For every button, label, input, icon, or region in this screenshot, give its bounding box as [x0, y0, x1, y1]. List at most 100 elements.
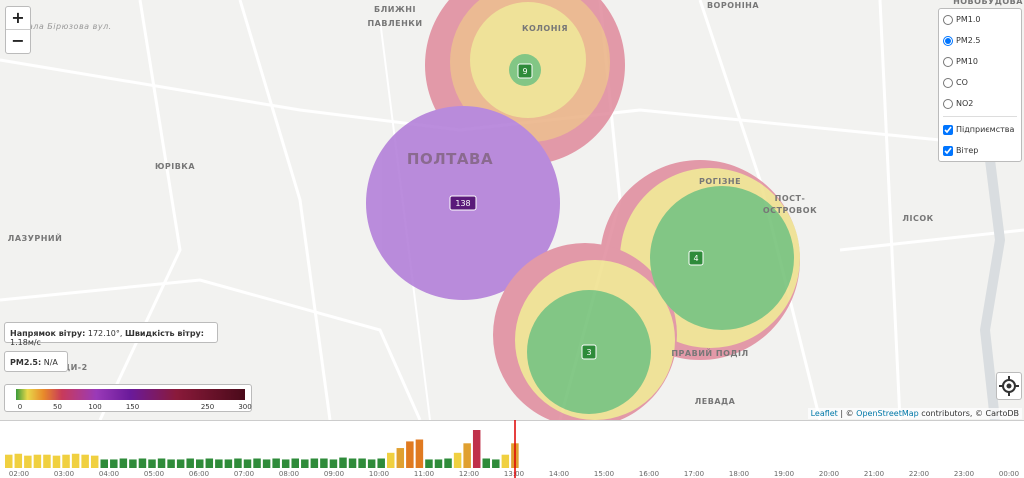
timeline-bar[interactable] [472, 430, 481, 468]
timeline-bar[interactable] [5, 454, 13, 468]
timeline-bar[interactable] [482, 458, 491, 469]
timeline-bar[interactable] [377, 458, 385, 469]
pollutant-option-text: PM2.5 [956, 36, 981, 45]
station-marker[interactable] [449, 195, 477, 211]
timeline-bar[interactable] [90, 455, 99, 468]
pollutant-option-input[interactable] [943, 56, 953, 67]
station-value: 4 [693, 254, 698, 263]
timeline-bar[interactable] [415, 439, 424, 469]
timeline-bar[interactable] [176, 459, 185, 468]
timeline-bar[interactable] [243, 459, 252, 468]
timeline-bar[interactable] [196, 459, 204, 468]
reading-info: PM2.5: N/A [4, 351, 68, 372]
timeline-bar[interactable] [234, 458, 242, 469]
timeline-bar[interactable] [501, 454, 510, 468]
overlay-option-input[interactable] [943, 145, 953, 156]
place-label: ПАВЛЕНКИ [367, 19, 422, 28]
station-marker[interactable] [517, 63, 533, 79]
timeline-bar[interactable] [62, 454, 70, 468]
pollutant-option[interactable]: PM1.0 [939, 9, 1021, 30]
pollutant-option-input[interactable] [943, 77, 953, 88]
timeline-bar[interactable] [14, 453, 23, 468]
place-label: БЛИЖНІ [374, 5, 416, 14]
pollutant-option-text: CO [956, 78, 968, 87]
timeline-bar[interactable] [262, 459, 271, 468]
place-label: ПОЛТАВА [407, 150, 493, 168]
timeline-bar[interactable] [71, 453, 80, 468]
timeline-bar[interactable] [434, 459, 443, 468]
hour-label: 05:00 [144, 470, 164, 478]
timeline-bar[interactable] [157, 458, 166, 469]
timeline-bar[interactable] [329, 459, 338, 468]
timeline-bar[interactable] [291, 458, 300, 469]
timeline-bar[interactable] [463, 443, 471, 468]
place-label: РОГІЗНЕ [699, 177, 741, 186]
timeline-bar[interactable] [24, 455, 32, 468]
pollutant-option-input[interactable] [943, 14, 953, 25]
overlay-option-input[interactable] [943, 124, 953, 135]
timeline-bar[interactable] [272, 458, 280, 469]
timeline-bar[interactable] [186, 458, 194, 469]
station-value: 3 [586, 348, 591, 357]
place-label: ПОСТ- [775, 194, 806, 203]
locate-button[interactable] [996, 372, 1022, 400]
timeline-bar[interactable] [110, 459, 118, 468]
timeline-bar[interactable] [339, 457, 347, 468]
reading-label: PM2.5: [10, 358, 42, 367]
pollutant-option-input[interactable] [943, 35, 953, 46]
timeline-bar[interactable] [425, 459, 433, 468]
timeline-bar[interactable] [453, 452, 462, 468]
timeline-bar[interactable] [396, 448, 405, 468]
timeline-bar[interactable] [367, 459, 376, 468]
pollutant-option[interactable]: PM10 [939, 51, 1021, 72]
timeline-bar[interactable] [281, 459, 290, 468]
hour-label: 06:00 [189, 470, 209, 478]
place-label: НОВОБУДОВА [953, 0, 1023, 6]
timeline-bar[interactable] [310, 458, 319, 469]
osm-link[interactable]: OpenStreetMap [856, 409, 919, 418]
timeline-bar[interactable] [253, 458, 261, 469]
station-marker[interactable] [581, 344, 597, 360]
timeline-bar[interactable] [81, 454, 89, 468]
pollutant-option[interactable]: CO [939, 72, 1021, 93]
hour-label: 04:00 [99, 470, 119, 478]
zoom-in[interactable]: + [6, 7, 30, 30]
timeline: 02:00 03:00 04:00 05:00 06:00 07:00 08:00 09:00… [0, 420, 1024, 478]
timeline-bar[interactable] [406, 441, 414, 468]
overlay-option[interactable]: Вітер [939, 140, 1021, 161]
timeline-bar[interactable] [33, 454, 42, 468]
timeline-bar[interactable] [129, 459, 137, 468]
timeline-bar[interactable] [492, 459, 500, 468]
timeline-bar[interactable] [358, 458, 366, 469]
overlay-option[interactable]: Підприємства [939, 119, 1021, 140]
timeline-bar[interactable] [148, 459, 156, 468]
timeline-bar[interactable] [138, 458, 147, 469]
timeline-bar[interactable] [387, 452, 395, 468]
timeline-bar[interactable] [301, 459, 309, 468]
timeline-bar[interactable] [52, 455, 61, 468]
timeline-bar[interactable] [444, 458, 452, 469]
pollutant-option-input[interactable] [943, 98, 953, 109]
color-ramp [16, 389, 245, 400]
leaflet-link[interactable]: Leaflet [810, 409, 838, 418]
timeline-bar[interactable] [43, 454, 51, 468]
timeline-bar[interactable] [100, 459, 109, 468]
scale-tick-label: 0 [18, 403, 22, 411]
zoom-out[interactable]: − [11, 31, 25, 50]
station-marker[interactable] [688, 250, 704, 266]
timeline-bar[interactable] [167, 459, 175, 468]
pollutant-option[interactable]: NO2 [939, 93, 1021, 114]
timeline-bar[interactable] [320, 458, 328, 469]
timeline-bar[interactable] [348, 458, 357, 469]
hour-label: 15:00 [594, 470, 614, 478]
hour-label: 22:00 [909, 470, 929, 478]
timeline-bar[interactable] [205, 458, 214, 469]
pollutant-option[interactable]: PM2.5 [939, 30, 1021, 51]
scale-tick-label: 250 [201, 403, 214, 411]
wind-info: Напрямок вітру: 172.10°, Швидкість вітру… [4, 322, 218, 347]
timeline-bar[interactable] [119, 458, 128, 469]
pollutant-option-text: PM1.0 [956, 15, 981, 24]
timeline-bar[interactable] [215, 459, 223, 468]
hour-label: 02:00 [9, 470, 29, 478]
timeline-bar[interactable] [224, 459, 233, 468]
